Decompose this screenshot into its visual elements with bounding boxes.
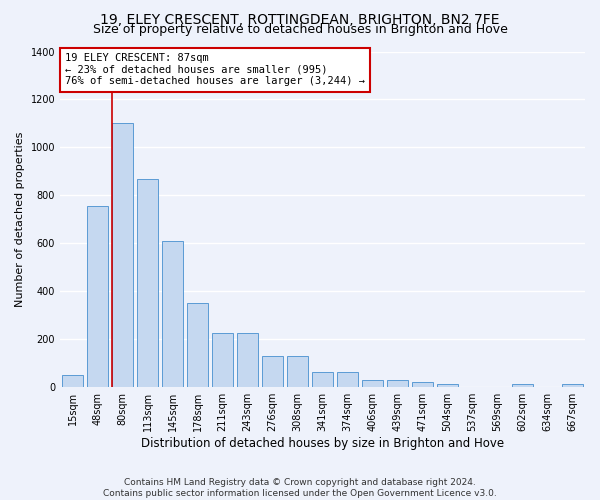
Bar xyxy=(512,384,533,387)
Bar xyxy=(212,334,233,387)
Text: 19 ELEY CRESCENT: 87sqm
← 23% of detached houses are smaller (995)
76% of semi-d: 19 ELEY CRESCENT: 87sqm ← 23% of detache… xyxy=(65,53,365,86)
Text: Contains HM Land Registry data © Crown copyright and database right 2024.
Contai: Contains HM Land Registry data © Crown c… xyxy=(103,478,497,498)
Bar xyxy=(162,241,183,387)
Bar xyxy=(137,178,158,387)
Bar xyxy=(387,380,408,387)
Bar xyxy=(237,334,258,387)
Bar xyxy=(337,372,358,387)
Bar xyxy=(562,384,583,387)
Bar xyxy=(412,382,433,387)
Bar xyxy=(187,304,208,387)
Bar xyxy=(62,375,83,387)
Bar xyxy=(312,372,333,387)
Bar xyxy=(362,380,383,387)
X-axis label: Distribution of detached houses by size in Brighton and Hove: Distribution of detached houses by size … xyxy=(141,437,504,450)
Bar xyxy=(262,356,283,387)
Text: Size of property relative to detached houses in Brighton and Hove: Size of property relative to detached ho… xyxy=(92,22,508,36)
Y-axis label: Number of detached properties: Number of detached properties xyxy=(15,132,25,307)
Bar xyxy=(112,124,133,387)
Bar xyxy=(287,356,308,387)
Bar xyxy=(87,206,108,387)
Bar xyxy=(437,384,458,387)
Text: 19, ELEY CRESCENT, ROTTINGDEAN, BRIGHTON, BN2 7FE: 19, ELEY CRESCENT, ROTTINGDEAN, BRIGHTON… xyxy=(100,12,500,26)
